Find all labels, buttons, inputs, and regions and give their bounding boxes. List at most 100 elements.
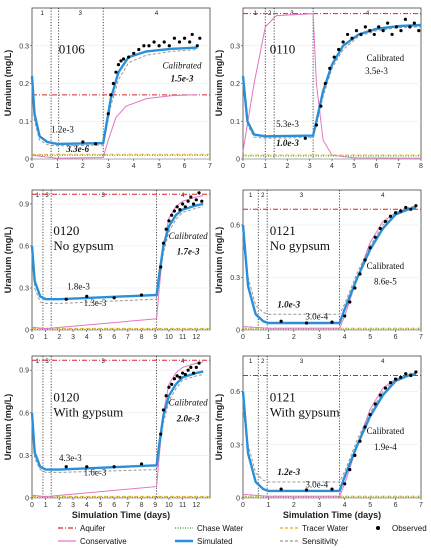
observed-point [409,373,413,378]
annotation: 1.3e-3 [84,298,107,308]
observed-point [164,227,168,231]
stage-label: 4 [181,359,185,365]
stage-label: 4 [381,359,385,365]
stage-label: 3 [45,193,49,199]
x-tick-label: 11 [179,334,186,341]
observed-point [139,462,144,466]
panel-label: 0106 [59,41,85,56]
observed-point [304,488,309,492]
stage-label: 3 [300,193,304,199]
observed-point [85,294,89,298]
annotation: 4.3e-3 [59,453,82,463]
x-tick-label: 2 [292,502,296,509]
x-axis-label: Simulation Time (days) [283,510,381,520]
observed-point [353,286,357,290]
observed-point [178,208,182,212]
x-tick-label: 4 [85,334,89,341]
observed-point [175,374,179,378]
observed-point [183,205,187,209]
observed-point [197,361,201,365]
x-tick-label: 4 [85,502,89,509]
chart-panel-3: 00.30.60.90 1 2 3 4 5 6 7 8 9 10 11 121 3 3 41.8e-31.3e… [19,189,211,341]
conservative-line [242,13,422,159]
x-axis-label: Simulation Time (days) [72,510,170,520]
x-tick-label: 6 [112,502,116,509]
observed-point [378,226,382,231]
y-tick-label: 0.6 [230,389,240,396]
observed-point [175,205,179,209]
observed-point [182,36,187,40]
observed-point [323,81,327,86]
legend-item-observed: Observed [376,524,427,533]
observed-point [190,32,194,37]
x-tick-label: 6 [394,502,398,509]
panel-label: 0120 [53,389,79,404]
annotation: 3.3e-6 [65,144,89,154]
observed-point [112,296,116,300]
annotation: 1.2e-3 [51,125,74,135]
x-tick-label: 2 [57,502,61,509]
y-axis-label: Uranium (mg/L) [214,394,224,461]
observed-point [167,385,171,389]
x-tick-label: 4 [343,502,347,509]
observed-point [373,235,377,239]
observed-point [403,17,408,21]
observed-point [363,258,367,262]
observed-point [189,195,193,199]
observed-point [111,81,115,86]
x-tick-label: 3 [71,334,75,341]
observed-point [188,40,192,44]
legend-label: Tracer Water [302,524,348,533]
annotation: 1.5e-3 [171,74,194,84]
x-tick-label: 1 [266,502,270,509]
panel-sublabel: No gypsum [270,238,330,253]
stage-label: 2 [261,359,265,365]
plot-area [242,189,422,331]
annotation: 2.0e-3 [176,413,200,423]
observed-point [314,123,319,127]
observed-point [132,51,136,55]
plot-area [31,189,211,331]
observed-point [161,408,166,412]
x-tick-label: 3 [308,163,312,170]
observed-point [414,204,418,208]
observed-point [368,29,372,33]
legend-label: Conservative [80,537,127,546]
observed-point [279,487,283,491]
x-tick-label: 6 [183,163,187,170]
observed-point [178,375,182,379]
legend-item-aquifer: Aquifer [58,524,106,533]
observed-point [363,25,367,29]
y-tick-label: 0 [25,328,29,335]
annotation: Calibrated [367,261,405,271]
x-tick-label: 9 [153,502,157,509]
x-tick-label: 7 [208,163,212,170]
observed-point [350,36,354,40]
observed-point [348,300,352,304]
x-tick-label: 12 [192,334,200,341]
y-tick-label: 0 [236,157,240,164]
observed-point [328,66,332,70]
x-tick-label: 1 [263,163,267,170]
legend-item-sensitivity: Sensitivity [280,537,338,546]
sensitivity-line [242,205,417,315]
x-tick-label: 6 [112,334,116,341]
observed-point [189,365,193,369]
observed-point [399,209,403,213]
legend: Aquifer Chase Water Tracer Water Observed Co… [58,524,427,546]
x-tick-label: 0 [241,163,245,170]
observed-point [359,32,363,37]
x-tick-label: 12 [192,502,200,509]
x-tick-label: 11 [179,502,186,509]
y-tick-label: 0 [236,328,240,335]
y-axis-label: Uranium (mg/L) [214,50,224,117]
y-tick-label: 0.6 [230,223,240,230]
observed-point [393,377,398,381]
observed-point [383,219,387,224]
observed-point [343,482,347,486]
x-tick-label: 8 [140,334,144,341]
observed-point [363,425,367,429]
observed-point [378,393,382,397]
annotation: Calibrated [367,426,405,436]
stage-label: 1 [36,193,40,199]
